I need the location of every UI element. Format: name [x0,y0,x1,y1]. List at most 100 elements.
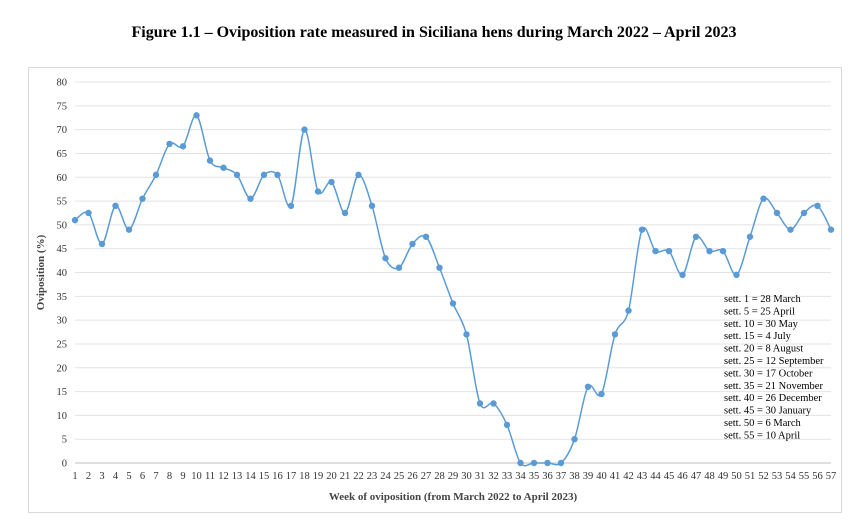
x-tick-label: 5 [126,471,131,482]
x-tick-label: 38 [569,471,580,482]
week-date-note: sett. 30 = 17 October [724,368,813,379]
week-date-note: sett. 45 = 30 January [724,406,812,417]
data-point [125,226,133,233]
data-point [733,271,740,279]
y-tick-label: 70 [57,125,68,136]
week-date-note: sett. 15 = 4 July [724,331,792,342]
x-tick-label: 24 [380,471,391,482]
y-tick-label: 75 [57,101,68,112]
y-tick-label: 40 [57,268,68,279]
week-date-note: sett. 35 = 21 November [724,381,823,392]
data-points [71,112,835,467]
data-point [274,171,281,179]
data-point [98,240,106,248]
x-tick-label: 54 [785,471,796,482]
x-tick-label: 35 [529,471,540,482]
x-tick-label: 52 [758,471,769,482]
data-point [665,247,673,255]
x-tick-label: 49 [718,471,729,482]
data-point [382,255,389,262]
week-date-note: sett. 55 = 10 April [724,430,800,441]
y-tick-label: 60 [57,173,68,184]
data-point [395,264,403,271]
data-point [260,171,268,179]
y-tick-label: 80 [57,78,68,89]
x-tick-label: 57 [826,471,837,482]
x-tick-label: 28 [434,471,445,482]
x-tick-label: 10 [191,471,202,482]
x-tick-label: 13 [232,471,243,482]
x-tick-label: 32 [488,471,499,482]
x-tick-label: 34 [515,471,526,482]
week-date-note: sett. 25 = 12 September [724,356,824,367]
data-point [530,459,538,467]
data-point [584,383,592,390]
x-tick-label: 16 [272,471,283,482]
x-tick-label: 14 [245,471,256,482]
data-point [355,171,362,179]
data-point [85,209,92,217]
week-date-note: sett. 20 = 8 August [724,344,803,355]
data-point [625,307,632,314]
y-tick-label: 35 [57,292,68,303]
x-tick-label: 22 [353,471,364,482]
data-point [301,126,308,133]
data-point [598,390,605,398]
x-tick-label: 29 [448,471,459,482]
x-tick-label: 15 [259,471,270,482]
oviposition-series-line [74,114,832,467]
x-tick-label: 27 [421,471,432,482]
x-tick-label: 47 [691,471,702,482]
x-tick-label: 51 [745,471,756,482]
week-date-note: sett. 50 = 6 March [724,418,802,429]
y-axis-title: Oviposition (%) [35,234,47,310]
data-point [679,271,686,279]
y-tick-label: 45 [57,244,68,255]
data-point [220,164,227,171]
data-point [112,202,119,210]
x-tick-label: 53 [772,471,783,482]
y-tick-label: 30 [57,316,68,327]
data-point [787,226,794,233]
x-tick-label: 46 [677,471,688,482]
y-tick-label: 65 [57,149,68,160]
data-point [760,195,767,202]
x-tick-label: 4 [113,471,119,482]
data-point [152,171,160,179]
data-point [773,209,781,217]
data-point [503,421,511,429]
x-tick-label: 2 [86,471,91,482]
data-point [139,195,146,202]
data-point [463,331,470,338]
data-point [517,459,524,467]
data-point [652,247,659,255]
data-point [436,264,443,271]
x-tick-label: 48 [704,471,715,482]
x-tick-label: 33 [502,471,513,482]
gridlines [75,81,831,464]
x-tick-label: 37 [556,471,567,482]
data-point [490,400,497,407]
x-tick-label: 8 [167,471,172,482]
data-point [233,171,241,179]
x-tick-label: 31 [475,471,486,482]
x-tick-label: 7 [153,471,158,482]
x-tick-label: 30 [461,471,472,482]
x-tick-label: 43 [637,471,648,482]
x-tick-label: 44 [650,471,661,482]
data-point [449,300,457,307]
x-tick-label: 9 [180,471,185,482]
y-tick-label: 10 [57,411,68,422]
y-tick-label: 5 [62,435,67,446]
x-tick-label: 45 [664,471,675,482]
chart-frame [28,67,842,513]
x-tick-label: 50 [731,471,742,482]
data-point [179,143,187,150]
data-point [71,216,79,224]
x-tick-labels: 1 2 3 4 5 6 7 8 9 10 11 12 13 14 15 16 17 18 19 20 21 22 23 24 2… [72,471,836,482]
y-tick-label: 20 [57,363,68,374]
x-tick-label: 12 [218,471,229,482]
x-tick-label: 21 [340,471,351,482]
